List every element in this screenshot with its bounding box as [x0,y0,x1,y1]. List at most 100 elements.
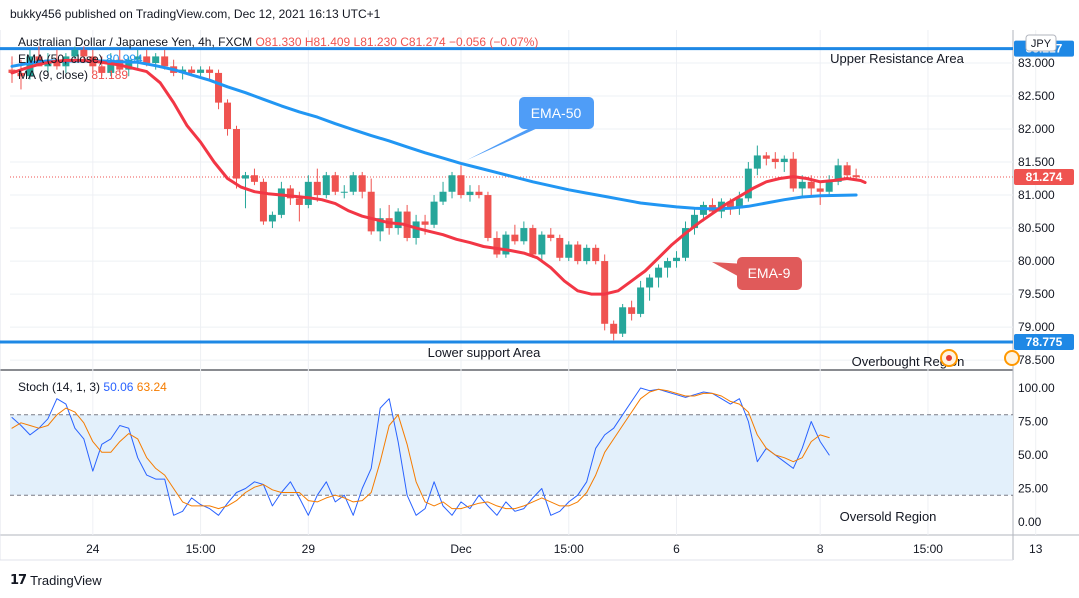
candle [637,280,645,318]
candle-body [673,257,681,262]
candle [493,231,501,258]
candle [394,208,402,235]
candle-body [744,168,752,199]
candle-body [268,214,276,222]
candle [825,175,833,196]
candle [484,191,492,242]
price-tick-label: 79.000 [1018,320,1055,334]
ema50-legend: EMA (50, close) 80.994 [18,52,143,66]
candle-body [825,181,833,192]
ema50-line [10,59,858,211]
candle [753,145,761,176]
ema50-callout-box [519,97,594,129]
ema9-legend-label: MA (9, close) [18,68,91,82]
candle [583,244,591,265]
price-tick-label: 83.000 [1018,56,1055,70]
candle-body [206,69,214,73]
currency-badge-bg[interactable] [1025,34,1057,52]
candle [673,251,681,268]
price-tick-label: 81.500 [1018,155,1055,169]
price-tick-label: 78.500 [1018,353,1055,367]
candle-body [520,228,528,242]
candle [457,165,465,199]
ema9-callout-label: EMA-9 [748,265,791,281]
price-tick-label: 80.500 [1018,221,1055,235]
candle-body [484,195,492,238]
time-tick-label: 13 [1029,542,1043,556]
candle [592,244,600,265]
candle [610,320,618,341]
price-tick-label: 82.000 [1018,122,1055,136]
lower-price-tag: 78.775 [1026,335,1063,349]
time-tick-label: 15:00 [913,542,943,556]
footer-brand[interactable]: 𝟭𝟳 TradingView [10,572,102,588]
candle [628,300,636,321]
time-tick-label: 8 [817,542,824,556]
candle-body [152,56,160,64]
candle-body [592,247,600,262]
candle [412,214,420,245]
candle-body [71,49,79,57]
stoch-tick-label: 75.00 [1018,415,1048,429]
candle-body [583,247,591,262]
candle [322,171,330,199]
candle-body [852,175,860,178]
event-marker-dot [946,355,952,361]
candle-body [304,181,312,205]
stoch-legend: Stoch (14, 1, 3) 50.06 63.24 [18,380,167,394]
candle [529,224,537,258]
candle [8,56,16,83]
candle [233,125,240,189]
upper-resistance-label: Upper Resistance Area [830,51,964,66]
event-marker-icon[interactable] [1004,350,1020,366]
candle-body [807,181,815,189]
annotations-layer: Upper Resistance Area Lower support Area O… [428,51,1020,524]
candle [376,208,384,242]
candle-body [547,234,555,238]
candle-body [340,191,348,193]
stochastic-layer [11,387,830,516]
ema9-callout-pointer [712,262,745,280]
candle-body [349,175,357,192]
current-price-tag-bg [1014,168,1074,185]
candle [762,152,770,166]
ema9-line [10,58,867,296]
symbol-legend: Australian Dollar / Japanese Yen, 4h, FX… [18,35,538,49]
candle-body [125,59,133,70]
currency-badge[interactable]: JPY [1031,38,1052,50]
ema50-callout-pointer [467,127,540,160]
candle [538,231,546,262]
candle-body [134,56,142,60]
publish-header: bukky456 published on TradingView.com, D… [10,7,381,21]
axes-layer: 83.00082.50082.00081.50081.00080.50080.0… [86,34,1074,556]
candle [664,257,672,278]
candle-body [682,228,689,258]
candle [771,152,779,169]
stoch-d-line [11,388,830,510]
candle [547,228,555,242]
candle-body [529,228,537,255]
candle [619,303,627,337]
candles-layer [8,46,860,341]
time-tick-label: 15:00 [554,542,584,556]
candle-body [538,234,546,255]
candle-body [161,56,169,67]
candle [268,211,276,229]
candle [655,264,663,288]
candle [224,99,232,136]
lower-support-label: Lower support Area [428,345,542,360]
candle-body [565,244,573,258]
candle [403,204,411,242]
candle [466,185,474,202]
candle-body [628,307,636,314]
candle [574,241,582,265]
price-tick-label: 80.000 [1018,254,1055,268]
time-tick-label: Dec [450,542,471,556]
current-price-tag: 81.274 [1026,170,1063,184]
candle [385,204,393,235]
candle [331,171,339,196]
legend-open: O81.330 [255,35,304,49]
candle-body [843,165,851,176]
tradingview-logo-icon: 𝟭𝟳 [10,572,27,587]
